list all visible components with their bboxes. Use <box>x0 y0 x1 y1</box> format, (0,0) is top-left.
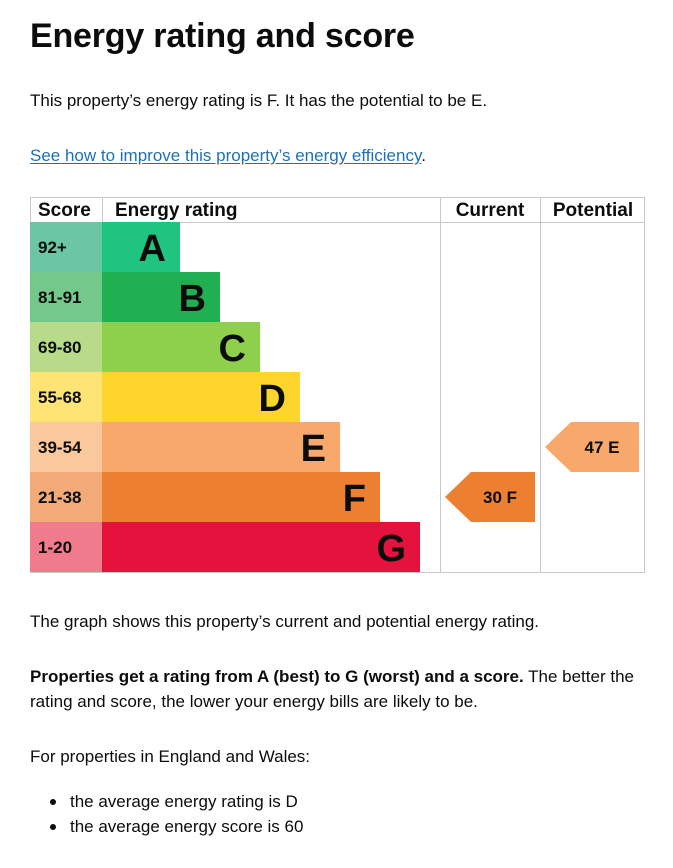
header-current: Current <box>456 200 525 221</box>
graph-caption: The graph shows this property’s current … <box>30 612 540 631</box>
rating-bar-c <box>102 322 260 372</box>
rating-explanation-bold: Properties get a rating from A (best) to… <box>30 667 524 686</box>
list-item: the average energy rating is D <box>30 789 303 814</box>
score-range-label: 21-38 <box>38 488 81 507</box>
improve-link-line: See how to improve this property’s energ… <box>30 143 426 168</box>
rating-bar-f <box>102 472 380 522</box>
rating-letter-e: E <box>301 428 326 470</box>
current-rating-arrow <box>445 472 535 522</box>
score-range-label: 1-20 <box>38 538 72 557</box>
score-range-label: 69-80 <box>38 338 81 357</box>
rating-explanation-rest: The better the rating and score, the low… <box>30 667 634 711</box>
potential-rating-arrow <box>545 422 639 472</box>
rating-letter-a: A <box>139 228 166 270</box>
averages-list: the average energy rating is D the avera… <box>30 789 303 839</box>
rating-letter-g: G <box>376 528 406 570</box>
england-wales-intro: For properties in England and Wales: <box>30 747 311 766</box>
rating-letter-b: B <box>179 278 206 320</box>
score-range-label: 81-91 <box>38 288 81 307</box>
score-cell <box>30 472 102 522</box>
rating-bar-a <box>102 222 180 272</box>
improve-efficiency-link[interactable]: See how to improve this property’s energ… <box>30 146 422 165</box>
rating-bar-g <box>102 522 420 572</box>
header-potential: Potential <box>553 200 633 221</box>
chart-headers: Score Energy rating Current Potential <box>38 200 633 221</box>
score-cell <box>30 422 102 472</box>
rating-bar-d <box>102 372 300 422</box>
rating-bar-b <box>102 272 220 322</box>
score-range-label: 39-54 <box>38 438 82 457</box>
rating-letter-f: F <box>343 478 366 520</box>
rating-bar-e <box>102 422 340 472</box>
rating-letter-c: C <box>219 328 246 370</box>
header-score: Score <box>38 200 91 221</box>
score-cell <box>30 372 102 422</box>
rating-letter-d: D <box>259 378 286 420</box>
header-energy-rating: Energy rating <box>115 200 237 221</box>
score-cell <box>30 522 102 572</box>
link-suffix: . <box>421 146 426 165</box>
page-title: Energy rating and score <box>30 17 415 55</box>
potential-rating-label: 47 E <box>585 438 620 457</box>
score-range-label: 55-68 <box>38 388 81 407</box>
list-item: the average energy score is 60 <box>30 814 303 839</box>
score-cell <box>30 272 102 322</box>
chart-markers: 30 F 47 E <box>445 422 639 522</box>
score-cell <box>30 322 102 372</box>
energy-rating-chart: Score Energy rating Current Potential 92+ A 8… <box>30 197 645 573</box>
chart-bands: 92+ A 81-91 B 69-80 C 55-68 D 39-54 E 21-38 F 1-20 G <box>30 222 420 572</box>
score-range-label: 92+ <box>38 238 67 257</box>
current-rating-label: 30 F <box>483 488 517 507</box>
score-cell <box>30 222 102 272</box>
rating-explanation: Properties get a rating from A (best) to… <box>30 664 650 714</box>
rating-summary: This property’s energy rating is F. It h… <box>30 91 488 110</box>
